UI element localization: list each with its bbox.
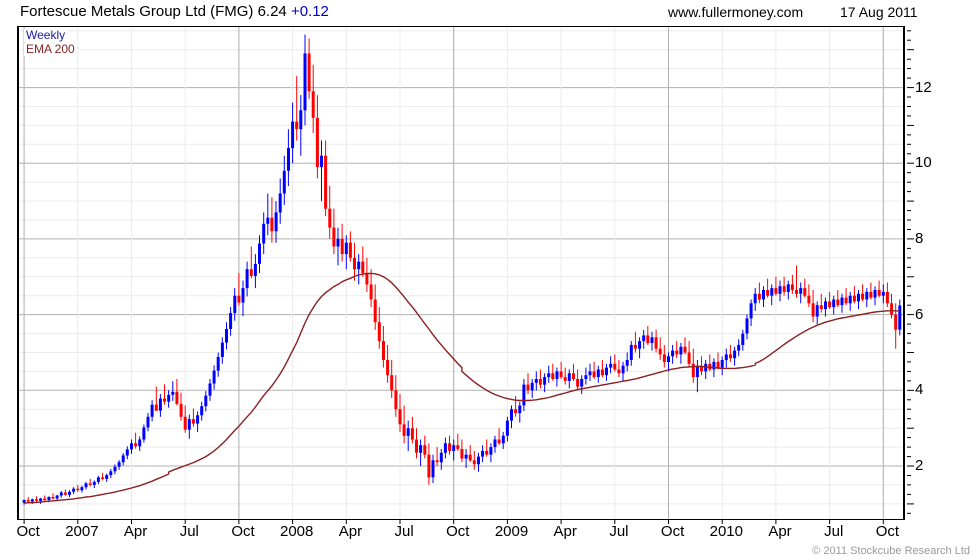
y-axis-label: 12 xyxy=(915,78,932,96)
y-axis-label: 10 xyxy=(915,154,932,172)
chart-title: Fortescue Metals Group Ltd (FMG) 6.24 +0… xyxy=(20,2,329,22)
y-axis-label: 2 xyxy=(915,457,924,474)
y-axis-label: 6 xyxy=(915,305,924,323)
x-axis-label: Jul xyxy=(824,523,844,540)
chart-date: 17 Aug 2011 xyxy=(840,4,918,20)
x-axis-label: Oct xyxy=(231,523,255,540)
x-axis-label: Apr xyxy=(338,523,363,540)
plot-area[interactable]: Weekly EMA 200 xyxy=(17,26,905,520)
x-axis-label: Oct xyxy=(446,523,470,540)
x-axis-label: 2009 xyxy=(494,523,529,540)
grid-layer xyxy=(19,27,903,519)
series-layer xyxy=(19,27,903,519)
source-website: www.fullermoney.com xyxy=(668,4,804,20)
x-axis-label: Jul xyxy=(609,523,629,540)
x-axis-label: Oct xyxy=(660,523,685,540)
x-axis-label: Oct xyxy=(875,523,900,540)
x-axis-label: 2008 xyxy=(280,523,314,540)
y-axis: 2 4 6 8 10 12 xyxy=(907,26,952,522)
x-axis-label: Jul xyxy=(179,523,199,540)
price-change: +0.12 xyxy=(290,3,329,20)
x-axis-label: Apr xyxy=(123,523,148,540)
y-axis-label: 8 xyxy=(915,229,924,247)
copyright-footer: © 2011 Stockcube Research Ltd xyxy=(812,545,970,557)
x-axis-label: Jul xyxy=(394,523,414,540)
instrument-and-price: Fortescue Metals Group Ltd (FMG) 6.24 xyxy=(20,3,287,20)
x-axis: Oct 2007 Apr Jul Oct 2008 Apr Jul Oct 2009 Apr Jul O… xyxy=(0,519,980,545)
x-axis-label: Apr xyxy=(553,523,577,540)
x-axis-label: Oct xyxy=(16,523,40,540)
x-axis-label: 2010 xyxy=(709,523,743,540)
x-axis-label: 2007 xyxy=(65,523,99,540)
x-axis-label: Apr xyxy=(768,523,792,540)
y-axis-label: 4 xyxy=(915,381,924,399)
